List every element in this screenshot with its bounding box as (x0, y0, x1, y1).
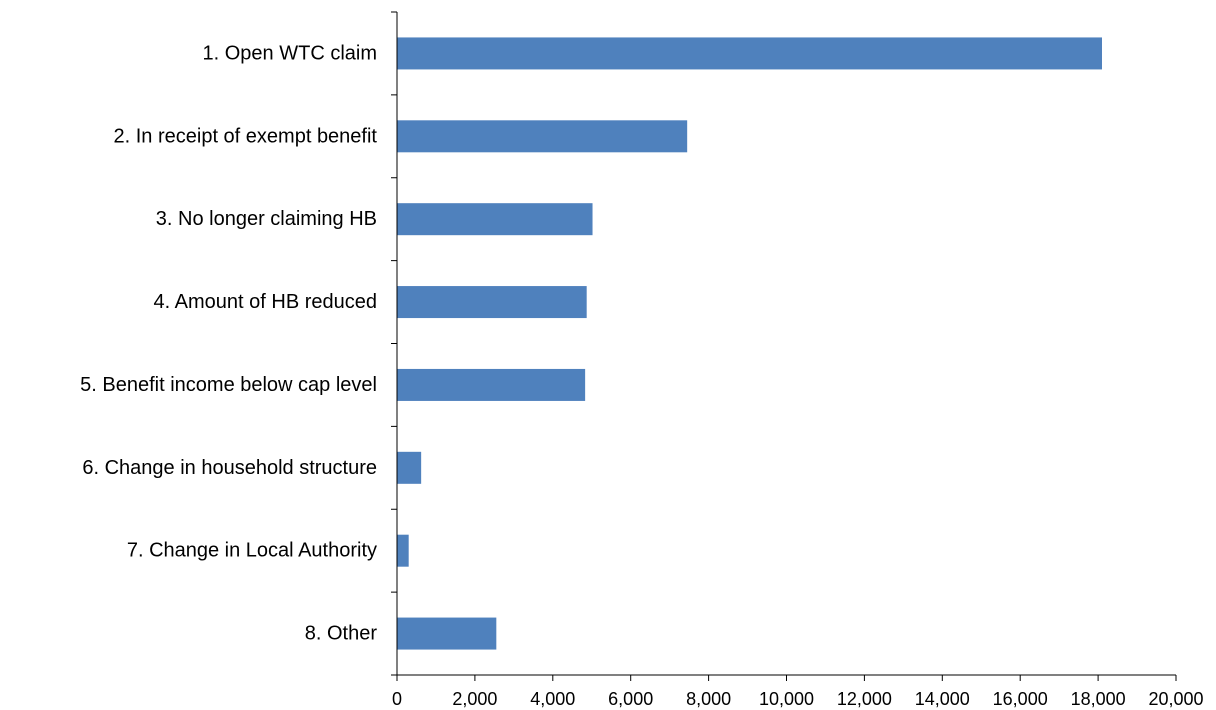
x-tick-label: 8,000 (686, 689, 731, 709)
x-tick-label: 16,000 (993, 689, 1048, 709)
x-tick-label: 2,000 (452, 689, 497, 709)
x-tick-label: 0 (392, 689, 402, 709)
x-tick-label: 10,000 (759, 689, 814, 709)
x-tick-label: 6,000 (608, 689, 653, 709)
bar-4 (397, 286, 587, 319)
x-tick-label: 12,000 (837, 689, 892, 709)
bar-7 (397, 534, 409, 567)
category-labels: 1. Open WTC claim 2. In receipt of exempt… (80, 42, 377, 644)
y-axis-ticks (391, 11, 397, 676)
category-label: 1. Open WTC claim (203, 42, 377, 64)
x-axis-ticks (396, 675, 1177, 681)
x-tick-label: 20,000 (1148, 689, 1203, 709)
x-tick-label: 18,000 (1071, 689, 1126, 709)
bar-8 (397, 617, 497, 650)
category-label: 3. No longer claiming HB (156, 208, 377, 230)
bar-5 (397, 368, 586, 401)
bar-3 (397, 203, 593, 236)
category-label: 5. Benefit income below cap level (80, 374, 377, 396)
x-tick-label: 4,000 (530, 689, 575, 709)
x-tick-label: 14,000 (915, 689, 970, 709)
bar-1 (397, 37, 1102, 70)
x-axis-tick-labels: 0 2,000 4,000 6,000 8,000 10,000 12,000 14,000 1… (392, 689, 1204, 709)
category-label: 2. In receipt of exempt benefit (114, 125, 378, 147)
category-label: 6. Change in household structure (82, 457, 377, 479)
category-label: 7. Change in Local Authority (127, 540, 377, 562)
bar-2 (397, 120, 688, 153)
bar-6 (397, 451, 422, 484)
bars-group (397, 37, 1102, 650)
category-label: 4. Amount of HB reduced (154, 291, 377, 313)
category-label: 8. Other (305, 623, 378, 645)
